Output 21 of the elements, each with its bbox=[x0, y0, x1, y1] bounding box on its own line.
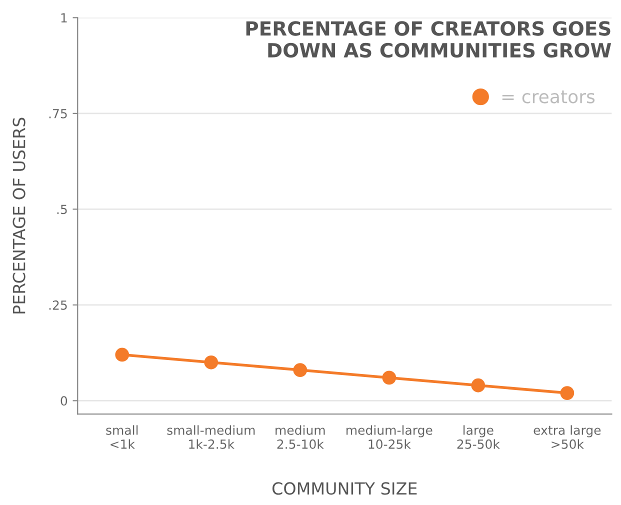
point bbox=[471, 378, 486, 392]
point bbox=[204, 355, 218, 370]
x-tick-label: small <1k bbox=[106, 425, 138, 449]
x-axis-title: COMMUNITY SIZE bbox=[272, 482, 417, 495]
text: PERCENTAGE OF CREATORS GOES DOWN AS COMMUNITIES GROW bbox=[246, 21, 612, 58]
x-tick-label: large 25-50k bbox=[457, 425, 500, 449]
x-tick-label: small-medium 1k-2.5k bbox=[167, 425, 255, 449]
legend-label: = creators bbox=[502, 90, 595, 104]
y-tick-label: 1 bbox=[61, 13, 67, 22]
y-axis-title: PERCENTAGE OF USERS bbox=[12, 118, 26, 314]
point bbox=[382, 370, 396, 385]
y-tick-label: .5 bbox=[57, 204, 67, 214]
x-tick-label: extra large >50k bbox=[534, 425, 601, 449]
y-tick-label: .25 bbox=[49, 300, 67, 310]
point bbox=[293, 363, 308, 377]
x-tick-label: medium 2.5-10k bbox=[276, 425, 325, 449]
point bbox=[115, 348, 130, 362]
y-tick-label: 0 bbox=[60, 396, 68, 406]
point bbox=[560, 386, 574, 400]
y-tick-label: .75 bbox=[49, 109, 67, 118]
x-tick-label: medium-large 10-25k bbox=[346, 425, 432, 449]
